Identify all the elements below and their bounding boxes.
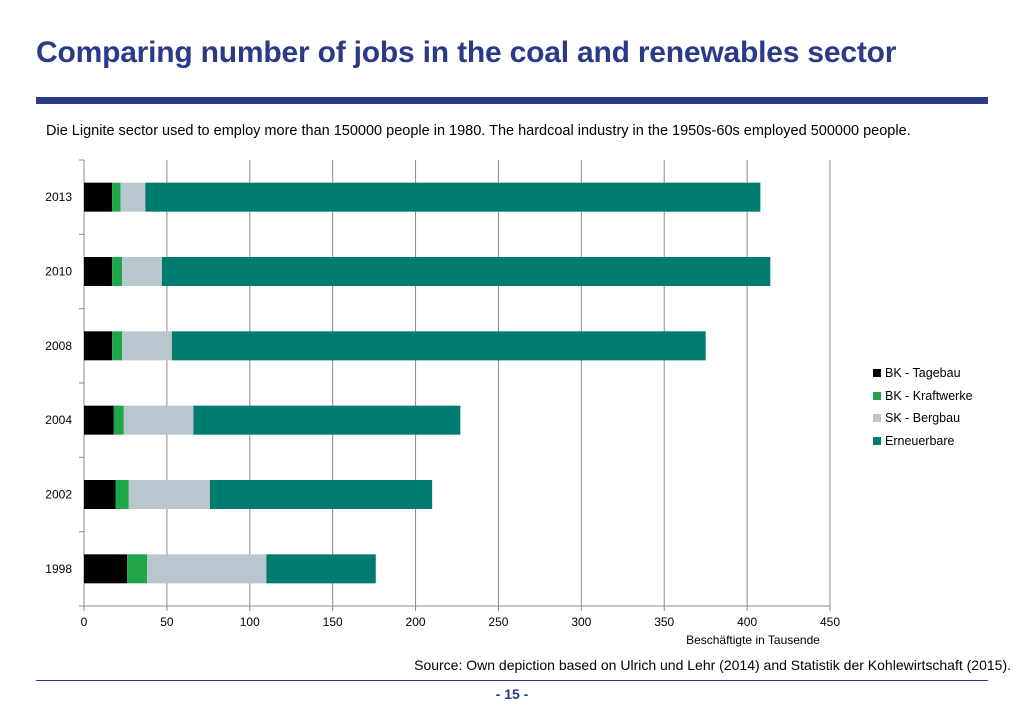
bar-segment bbox=[123, 405, 194, 435]
bar-segment bbox=[84, 182, 113, 212]
x-tick-label: 300 bbox=[571, 615, 591, 629]
footer-divider bbox=[36, 680, 988, 681]
y-category-label: 2002 bbox=[45, 488, 72, 502]
bar-segment bbox=[112, 182, 121, 212]
bar-segment bbox=[128, 480, 210, 509]
bar-segment bbox=[209, 480, 433, 509]
legend-swatch bbox=[873, 391, 881, 400]
x-tick-label: 350 bbox=[654, 615, 674, 629]
x-tick-label: 0 bbox=[81, 615, 88, 629]
x-tick-label: 150 bbox=[323, 615, 343, 629]
legend-item: BK - Tagebau bbox=[873, 362, 973, 385]
x-tick-label: 450 bbox=[820, 615, 840, 629]
bar-segment bbox=[84, 480, 116, 509]
source-note: Source: Own depiction based on Ulrich un… bbox=[414, 657, 1011, 673]
y-category-label: 1998 bbox=[45, 562, 72, 576]
bar-segment bbox=[122, 331, 172, 361]
bar-segment bbox=[112, 257, 123, 286]
subtitle-text: Die Lignite sector used to employ more t… bbox=[46, 123, 911, 139]
bar-segment bbox=[127, 554, 147, 584]
bar-segment bbox=[193, 405, 461, 435]
bar-segment bbox=[161, 257, 771, 286]
legend-item: BK - Kraftwerke bbox=[873, 385, 973, 408]
bar-segment bbox=[145, 182, 761, 212]
bar-segment bbox=[115, 480, 129, 509]
page-number: - 15 - bbox=[495, 686, 529, 702]
bar-segment bbox=[266, 554, 376, 584]
bar-segment bbox=[122, 257, 162, 286]
x-tick-label: 200 bbox=[406, 615, 426, 629]
bar-segment bbox=[84, 257, 113, 286]
bar-segment bbox=[146, 554, 267, 584]
y-category-label: 2004 bbox=[45, 413, 72, 427]
x-tick-label: 250 bbox=[488, 615, 508, 629]
legend-item: Erneuerbare bbox=[873, 430, 973, 453]
legend-swatch bbox=[873, 369, 881, 378]
bar-segment bbox=[84, 405, 114, 435]
legend-label: Erneuerbare bbox=[885, 433, 955, 448]
page-title: Comparing number of jobs in the coal and… bbox=[36, 36, 897, 69]
y-category-label: 2008 bbox=[45, 339, 72, 353]
bar-segment bbox=[84, 554, 128, 584]
legend-label: SK - Bergbau bbox=[885, 411, 961, 426]
x-axis-title: Beschäftigte in Tausende bbox=[686, 633, 820, 647]
y-category-label: 2010 bbox=[45, 265, 72, 279]
bar-segment bbox=[112, 331, 123, 361]
title-divider bbox=[36, 97, 988, 104]
bar-segment bbox=[113, 405, 124, 435]
x-tick-label: 50 bbox=[160, 615, 174, 629]
legend-swatch bbox=[873, 436, 881, 445]
y-category-label: 2013 bbox=[45, 190, 72, 204]
x-tick-label: 100 bbox=[240, 615, 260, 629]
legend-label: BK - Kraftwerke bbox=[885, 388, 973, 403]
legend-item: SK - Bergbau bbox=[873, 407, 973, 430]
x-tick-label: 400 bbox=[737, 615, 757, 629]
bar-segment bbox=[171, 331, 706, 361]
legend-label: BK - Tagebau bbox=[885, 366, 961, 381]
bar-segment bbox=[84, 331, 113, 361]
legend-swatch bbox=[873, 414, 881, 423]
chart-legend: BK - Tagebau BK - Kraftwerke SK - Bergbau E… bbox=[873, 362, 973, 452]
bar-segment bbox=[120, 182, 146, 212]
